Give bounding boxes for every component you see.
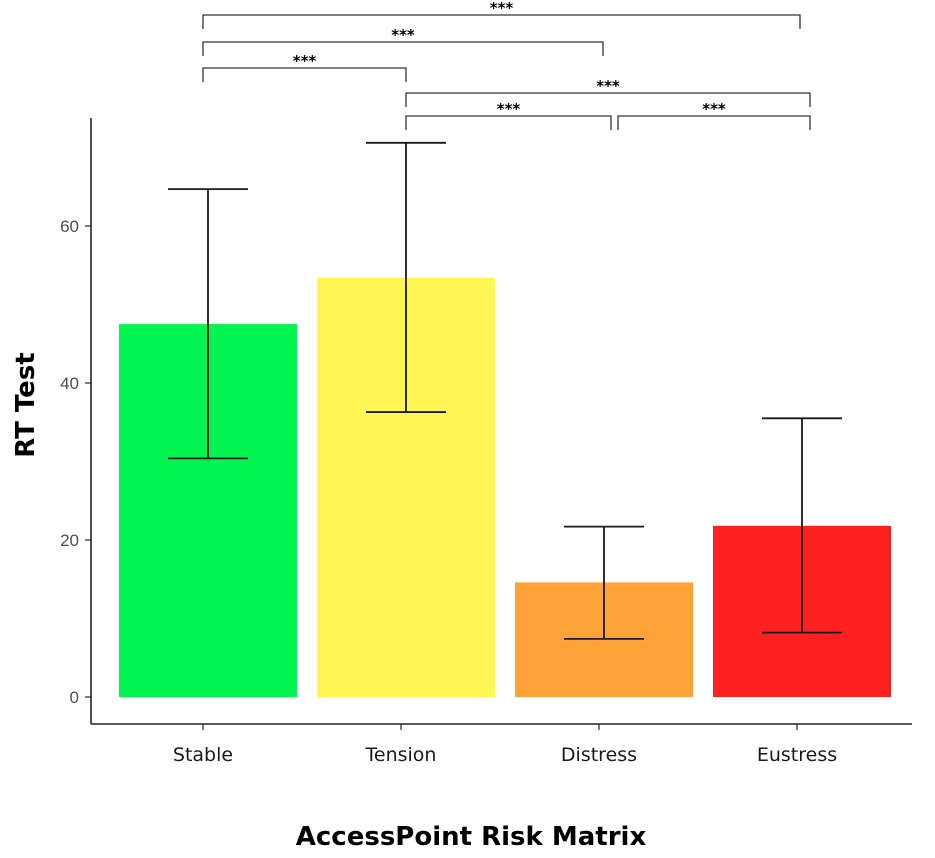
significance-label: *** <box>497 100 521 118</box>
y-tick-label-40: 40 <box>60 374 79 393</box>
significance-label: *** <box>596 77 620 95</box>
y-ticks-layer: 0 20 40 60 <box>60 217 91 707</box>
error-bar-eustress <box>762 417 842 634</box>
significance-bracket: *** <box>617 100 811 130</box>
y-tick-label-60: 60 <box>60 217 79 236</box>
error-bars-layer <box>168 141 842 640</box>
x-axis-title: AccessPoint Risk Matrix <box>296 822 647 852</box>
error-bar-stable <box>168 188 248 460</box>
significance-bracket: *** <box>202 26 604 56</box>
significance-label: *** <box>391 26 415 44</box>
significance-label: *** <box>702 100 726 118</box>
bracket-line <box>202 41 604 56</box>
significance-label: *** <box>293 52 317 70</box>
bracket-line <box>202 67 407 82</box>
significance-brackets-layer: *** *** *** *** *** *** <box>202 0 811 130</box>
x-tick-label-eustress: Eustress <box>757 744 837 766</box>
bracket-line <box>405 92 811 107</box>
error-bar-distress <box>564 525 644 640</box>
axes-layer <box>90 118 912 725</box>
y-tick-label-0: 0 <box>70 688 79 707</box>
y-tick-label-20: 20 <box>60 531 79 550</box>
bracket-line <box>405 115 612 130</box>
x-tick-label-stable: Stable <box>173 744 233 766</box>
significance-label: *** <box>490 0 514 17</box>
significance-bracket: *** <box>405 100 612 130</box>
x-tick-label-tension: Tension <box>365 744 437 766</box>
bars-layer <box>119 277 891 697</box>
significance-bracket: *** <box>405 77 811 107</box>
bracket-line <box>617 115 811 130</box>
x-tick-label-distress: Distress <box>561 744 637 766</box>
y-axis-title: RT Test <box>11 352 41 457</box>
bracket-line <box>202 14 801 29</box>
x-labels-layer: Stable Tension Distress Eustress <box>173 724 837 766</box>
error-bar-tension <box>366 141 446 413</box>
significance-bracket: *** <box>202 52 407 82</box>
significance-bracket: *** <box>202 0 801 29</box>
